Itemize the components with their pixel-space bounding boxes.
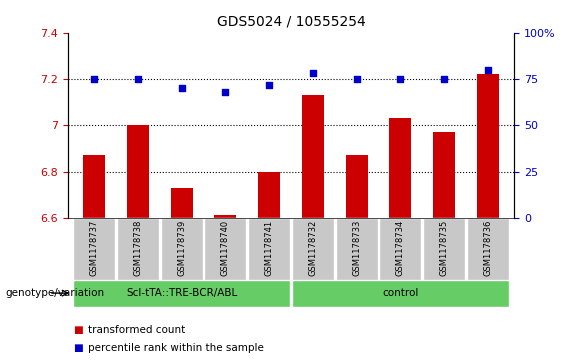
Point <box>396 76 405 82</box>
Bar <box>477 74 499 218</box>
Text: transformed count: transformed count <box>88 325 185 335</box>
Point <box>133 76 142 82</box>
Text: GSM1178735: GSM1178735 <box>440 220 449 276</box>
Bar <box>83 155 105 218</box>
Text: genotype/variation: genotype/variation <box>6 288 105 298</box>
Bar <box>73 280 290 307</box>
Bar <box>379 218 421 280</box>
Bar <box>127 125 149 218</box>
Text: ■: ■ <box>73 343 83 354</box>
Bar <box>292 218 334 280</box>
Bar <box>433 132 455 218</box>
Point <box>264 82 273 87</box>
Bar <box>467 218 509 280</box>
Text: GSM1178738: GSM1178738 <box>133 220 142 276</box>
Text: control: control <box>382 288 419 298</box>
Point <box>221 89 230 95</box>
Bar <box>214 216 236 218</box>
Bar <box>171 188 193 218</box>
Text: GSM1178739: GSM1178739 <box>177 220 186 276</box>
Text: GSM1178740: GSM1178740 <box>221 220 230 276</box>
Text: GSM1178732: GSM1178732 <box>308 220 318 276</box>
Title: GDS5024 / 10555254: GDS5024 / 10555254 <box>216 15 366 29</box>
Text: GSM1178733: GSM1178733 <box>352 220 361 276</box>
Text: GSM1178737: GSM1178737 <box>90 220 98 276</box>
Bar <box>160 218 203 280</box>
Point <box>308 70 318 76</box>
Bar <box>248 218 290 280</box>
Point <box>352 76 361 82</box>
Point <box>89 76 98 82</box>
Bar <box>423 218 465 280</box>
Bar <box>117 218 159 280</box>
Point <box>177 85 186 91</box>
Point <box>484 67 493 73</box>
Bar <box>205 218 246 280</box>
Bar <box>258 171 280 218</box>
Text: GSM1178741: GSM1178741 <box>264 220 273 276</box>
Bar <box>336 218 377 280</box>
Text: GSM1178736: GSM1178736 <box>484 220 492 276</box>
Bar <box>292 280 509 307</box>
Bar <box>302 95 324 218</box>
Bar <box>389 118 411 218</box>
Text: GSM1178734: GSM1178734 <box>396 220 405 276</box>
Bar <box>73 218 115 280</box>
Point <box>440 76 449 82</box>
Text: percentile rank within the sample: percentile rank within the sample <box>88 343 263 354</box>
Text: ScI-tTA::TRE-BCR/ABL: ScI-tTA::TRE-BCR/ABL <box>126 288 237 298</box>
Text: ■: ■ <box>73 325 83 335</box>
Bar <box>346 155 368 218</box>
